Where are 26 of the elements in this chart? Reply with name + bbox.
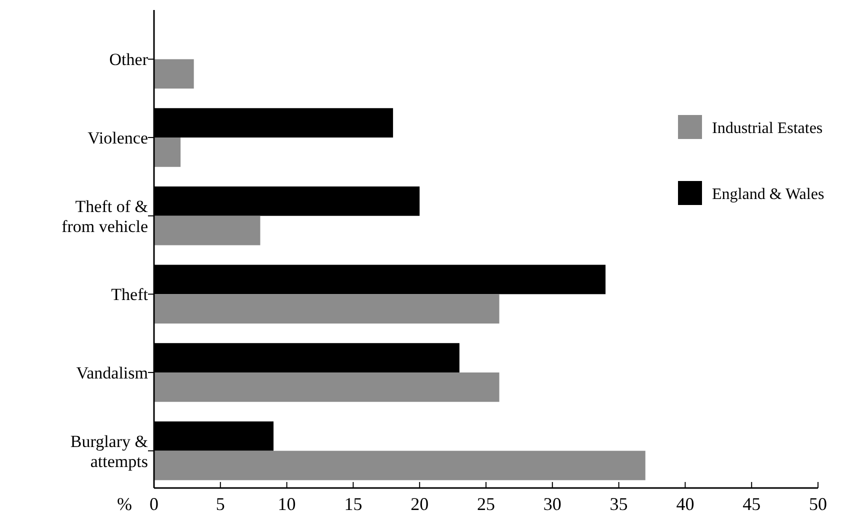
bar <box>154 138 181 167</box>
x-tick-label: 15 <box>344 494 362 514</box>
y-tick-label: Theft <box>111 285 148 304</box>
x-tick-label: 30 <box>543 494 562 514</box>
x-tick-label: 45 <box>742 494 761 514</box>
x-tick-label: 10 <box>278 494 296 514</box>
bar <box>154 450 646 480</box>
x-tick-label: 0 <box>150 494 158 514</box>
x-tick-label: 50 <box>809 494 827 514</box>
x-tick-label: 35 <box>610 494 628 514</box>
y-tick-label: Vandalism <box>76 363 148 382</box>
bar <box>154 372 500 402</box>
y-tick-label: Theft of & from vehicle <box>62 196 148 236</box>
bar <box>154 216 260 246</box>
bar <box>154 294 500 324</box>
bar <box>154 59 194 89</box>
y-tick-label: Other <box>109 50 148 70</box>
legend-label: Industrial Estates <box>712 120 823 137</box>
y-tick-label: Violence <box>88 128 148 148</box>
x-tick-label: 40 <box>676 494 694 514</box>
x-tick-label: 25 <box>477 494 495 514</box>
x-tick-label: 5 <box>216 494 225 514</box>
legend-label: England & Wales <box>712 186 824 203</box>
y-tick-label: Burglary & attempts <box>70 432 148 471</box>
x-axis-title: % <box>117 494 132 514</box>
x-tick-label: 20 <box>410 494 429 514</box>
